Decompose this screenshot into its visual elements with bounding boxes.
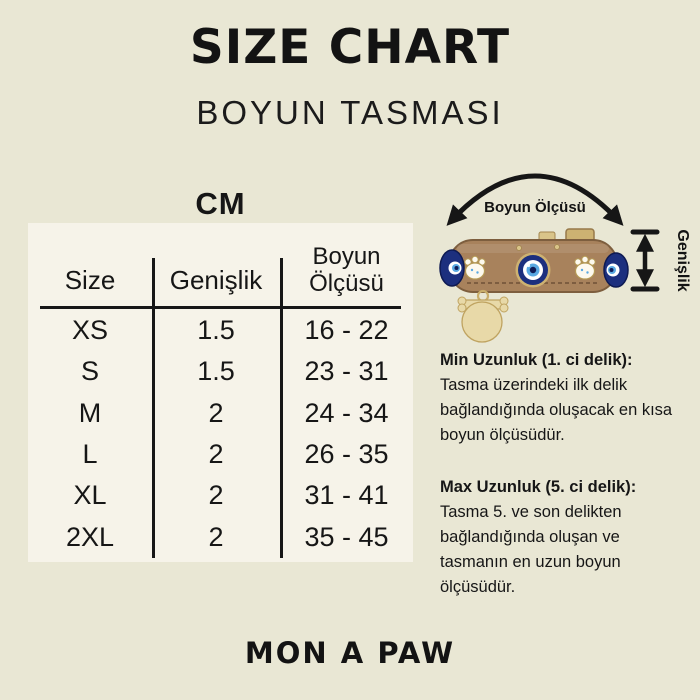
table-header-row: Size Genişlik Boyun Ölçüsü	[28, 223, 413, 306]
evil-eye-charm-center	[515, 252, 551, 288]
table-row: S 1.5 23 - 31	[28, 351, 413, 392]
width-cell: 1.5	[197, 315, 235, 346]
neck-range-cell: 35 - 45	[304, 521, 389, 552]
size-cell: M	[78, 397, 102, 428]
table-body: XS 1.5 16 - 22 S 1.5 23 - 31 M 2 24 - 34…	[28, 310, 413, 558]
size-cell: XS	[71, 315, 109, 346]
evil-eye-bead-left	[439, 249, 465, 287]
width-cell: 2	[208, 439, 224, 470]
width-cell: 1.5	[197, 356, 235, 387]
table-row: L 2 26 - 35	[28, 434, 413, 475]
rivet-icon	[516, 245, 522, 251]
rivet-icon	[554, 244, 560, 250]
neck-range-cell: 23 - 31	[304, 356, 389, 387]
evil-eye-bead-right	[603, 252, 629, 288]
width-label: Genişlik	[674, 229, 691, 291]
brand-footer: MON A PAW	[244, 636, 456, 670]
notes-section: Min Uzunluk (1. ci delik): Tasma üzerind…	[440, 348, 678, 627]
table-header-divider	[40, 306, 401, 309]
neck-range-cell: 26 - 35	[304, 439, 389, 470]
neck-range-cell: 24 - 34	[304, 397, 389, 428]
table-row: XS 1.5 16 - 22	[28, 310, 413, 351]
width-cell: 2	[208, 397, 224, 428]
paw-charm-left	[464, 255, 486, 280]
column-header-size: Size	[64, 265, 116, 295]
size-table-panel: Size Genişlik Boyun Ölçüsü XS 1.5 16 - 2…	[28, 223, 413, 562]
column-header-boyun-olcusu: Boyun Ölçüsü	[280, 223, 413, 306]
table-row: XL 2 31 - 41	[28, 475, 413, 516]
neck-range-cell: 16 - 22	[304, 315, 389, 346]
width-cell: 2	[208, 521, 224, 552]
note-body: Tasma 5. ve son delikten bağlandığında o…	[440, 503, 622, 596]
note-body: Tasma üzerindeki ilk delik bağlandığında…	[440, 376, 673, 444]
neck-range-cell: 31 - 41	[304, 480, 389, 511]
page-subtitle: BOYUN TASMASI	[196, 94, 504, 131]
note-heading: Min Uzunluk (1. ci delik):	[440, 351, 633, 369]
table-divider-vertical-2	[280, 258, 283, 558]
collar-figure: Boyun Ölçüsü	[435, 170, 700, 350]
table-row: 2XL 2 35 - 45	[28, 516, 413, 557]
neck-measure-label: Boyun Ölçüsü	[484, 199, 586, 216]
size-cell: S	[80, 356, 99, 387]
width-arrow-icon	[630, 229, 660, 292]
size-cell: XL	[73, 480, 107, 511]
page-title: SIZE CHART	[189, 20, 511, 75]
paw-charm-right	[574, 255, 596, 280]
collar-band-highlight	[457, 244, 609, 253]
note-max-uzunluk: Max Uzunluk (5. ci delik): Tasma 5. ve s…	[440, 475, 678, 600]
size-cell: L	[82, 439, 98, 470]
note-heading: Max Uzunluk (5. ci delik):	[440, 478, 637, 496]
neck-measure-arrow-icon	[446, 173, 624, 226]
column-header-boyun-olcusu-label: Boyun Ölçüsü	[309, 242, 384, 298]
table-divider-vertical-1	[152, 258, 155, 558]
pet-tag-icon	[457, 289, 509, 343]
size-cell: 2XL	[65, 521, 115, 552]
unit-label: CM	[195, 186, 246, 221]
collar-illustration	[439, 228, 629, 343]
note-min-uzunluk: Min Uzunluk (1. ci delik): Tasma üzerind…	[440, 348, 678, 448]
table-row: M 2 24 - 34	[28, 393, 413, 434]
width-cell: 2	[208, 480, 224, 511]
column-header-genislik: Genişlik	[169, 265, 263, 295]
